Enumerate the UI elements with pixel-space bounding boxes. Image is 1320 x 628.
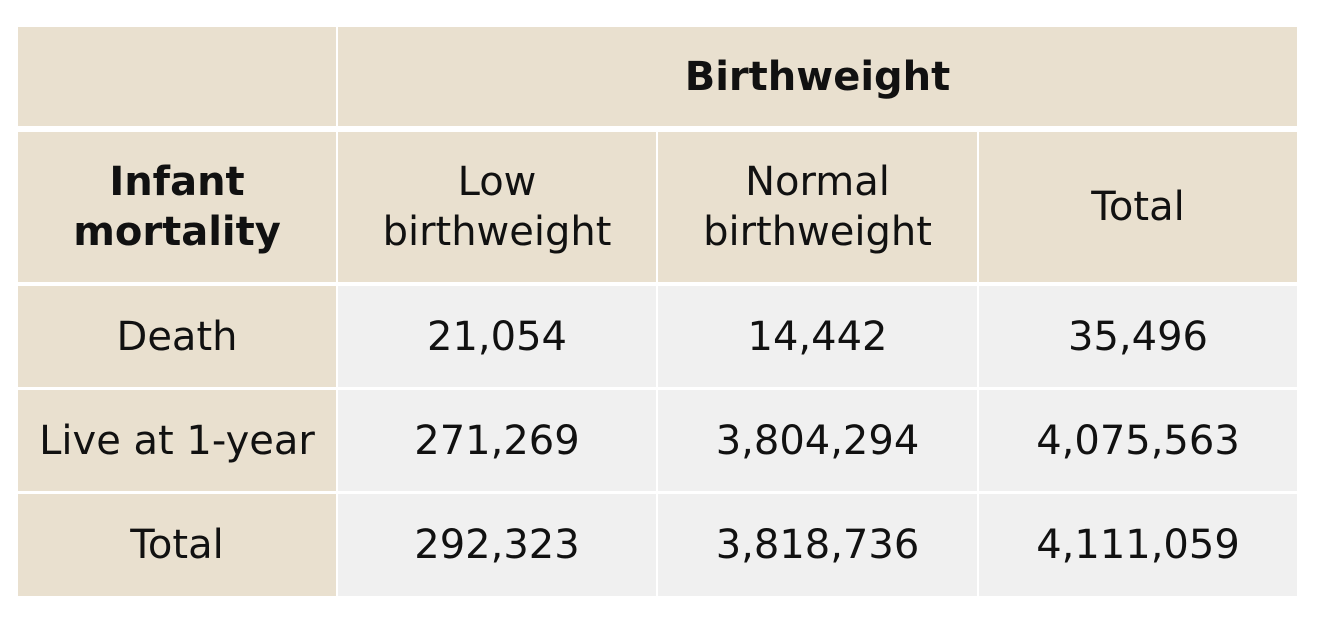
corner-cell: [18, 27, 336, 126]
column-header: Low birthweight: [338, 132, 656, 282]
row-label: Total: [18, 494, 336, 596]
cell-text: 4,075,563: [1036, 417, 1240, 464]
data-cell: 4,111,059: [979, 494, 1297, 596]
cell-text: 3,804,294: [715, 417, 920, 464]
column-header: Normal birthweight: [658, 132, 977, 282]
cell-text: Total: [1091, 184, 1185, 230]
cell-text: 292,323: [414, 522, 580, 568]
cell-text: 4,111,059: [1036, 522, 1240, 568]
cell-text: Normal birthweight: [703, 159, 932, 255]
table-title: Birthweight: [338, 27, 1297, 126]
cell-text: 3,818,736: [715, 522, 920, 568]
cell-text: 271,269: [414, 417, 580, 464]
cell-text: Low birthweight: [382, 159, 612, 255]
data-cell: 3,804,294: [658, 390, 977, 491]
data-cell: 14,442: [658, 286, 977, 387]
cell-text: Total: [130, 522, 224, 568]
cell-text: Infant mortality: [73, 159, 281, 255]
row-label: Live at 1-year: [18, 390, 336, 491]
data-cell: 21,054: [338, 286, 656, 387]
cell-text: 35,496: [1068, 313, 1208, 360]
data-cell: 271,269: [338, 390, 656, 491]
row-header: Infant mortality: [18, 132, 336, 282]
cell-text: 14,442: [747, 313, 888, 360]
data-cell: 35,496: [979, 286, 1297, 387]
cell-text: Live at 1-year: [39, 417, 315, 464]
cell-text: Birthweight: [684, 53, 951, 100]
data-cell: 3,818,736: [658, 494, 977, 596]
row-label: Death: [18, 286, 336, 387]
column-header: Total: [979, 132, 1297, 282]
cell-text: Death: [116, 313, 238, 360]
cell-text: 21,054: [427, 313, 567, 360]
data-cell: 4,075,563: [979, 390, 1297, 491]
data-cell: 292,323: [338, 494, 656, 596]
